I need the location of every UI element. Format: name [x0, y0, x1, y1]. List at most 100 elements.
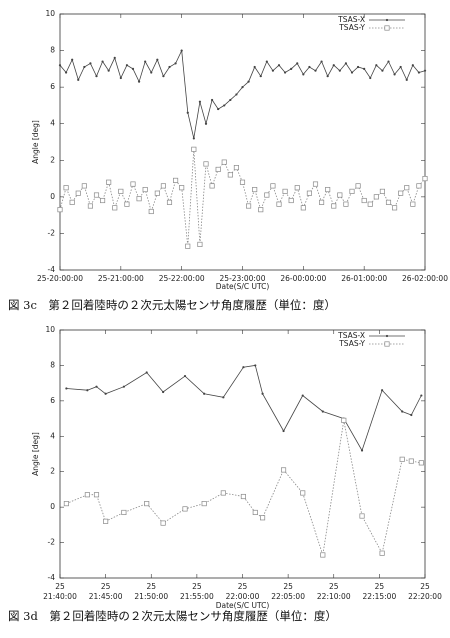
point	[301, 394, 304, 397]
point	[404, 185, 410, 191]
point	[162, 75, 165, 78]
x-tick-label: 25 22:15:00	[363, 582, 397, 601]
point	[235, 93, 238, 96]
point	[122, 385, 125, 388]
y-tick-label: -2	[48, 228, 56, 237]
point	[356, 65, 360, 69]
y-tick-label: 4	[50, 119, 55, 128]
point	[217, 107, 220, 111]
point	[154, 190, 160, 196]
point	[325, 186, 331, 193]
point	[276, 201, 282, 207]
point	[411, 64, 414, 67]
point	[253, 65, 256, 69]
y-axis-label: Angle [deg]	[31, 432, 40, 476]
point	[145, 371, 148, 374]
point	[265, 60, 268, 63]
point	[320, 552, 326, 558]
point	[408, 458, 414, 464]
x-tick-label: 25 21:55:00	[180, 582, 214, 601]
point	[308, 65, 311, 69]
y-tick-label: 10	[45, 325, 55, 334]
point	[185, 243, 191, 249]
y-axis-label: Angle [deg]	[31, 120, 40, 164]
point	[84, 492, 90, 498]
legend-marker	[385, 334, 389, 338]
point	[259, 75, 262, 78]
point	[312, 181, 319, 187]
y-tick-label: 10	[45, 9, 55, 18]
x-tick-label: 25-20:00:00	[37, 274, 83, 283]
point	[64, 71, 68, 74]
point	[71, 58, 74, 61]
point	[416, 183, 422, 189]
point	[359, 513, 365, 519]
point	[343, 201, 349, 207]
point	[331, 203, 337, 209]
series-line	[66, 420, 422, 556]
point	[420, 394, 423, 397]
point	[320, 60, 323, 63]
point	[75, 190, 81, 196]
point	[355, 183, 361, 189]
point	[337, 192, 343, 198]
point	[93, 192, 100, 198]
point	[113, 56, 116, 59]
point	[385, 199, 392, 205]
point	[137, 80, 141, 83]
point	[338, 69, 341, 72]
point	[361, 197, 367, 204]
point	[160, 520, 166, 526]
point	[252, 509, 258, 516]
point	[179, 185, 185, 191]
point	[401, 410, 404, 413]
point	[220, 490, 226, 496]
y-tick-label: 8	[50, 360, 55, 369]
figure-caption: 図 3c 第２回着陸時の２次元太陽センサ角度履歴（単位：度）	[8, 298, 336, 312]
point	[240, 493, 246, 500]
point	[369, 76, 372, 80]
point	[302, 73, 305, 76]
point	[281, 467, 287, 473]
point	[131, 67, 135, 70]
y-tick-label: -4	[48, 265, 56, 274]
point	[87, 203, 93, 209]
point	[393, 73, 396, 76]
x-tick-label: 25 22:20:00	[408, 582, 442, 601]
point	[241, 86, 244, 89]
point	[103, 518, 109, 524]
point	[314, 69, 317, 72]
point	[136, 196, 142, 202]
point	[270, 183, 276, 189]
point	[209, 183, 215, 189]
x-tick-label: 25-22:00:00	[159, 274, 205, 283]
point	[215, 166, 221, 172]
point	[410, 413, 413, 417]
point	[192, 137, 195, 140]
series-line	[59, 149, 426, 247]
point	[381, 69, 384, 72]
point	[399, 456, 405, 462]
point	[319, 199, 325, 205]
point	[373, 194, 379, 200]
point	[423, 69, 427, 72]
x-tick-label: 25 21:45:00	[89, 582, 123, 601]
point	[57, 207, 63, 213]
point	[288, 197, 294, 204]
point	[130, 181, 136, 187]
point	[160, 183, 166, 189]
point	[239, 179, 246, 185]
point	[277, 64, 281, 67]
legend-label: TSAS-Y	[338, 23, 365, 32]
point	[104, 392, 107, 395]
point	[63, 501, 69, 507]
point	[300, 205, 306, 211]
point	[300, 490, 306, 496]
point	[321, 410, 324, 413]
point	[283, 71, 287, 74]
y-tick-label: 0	[50, 502, 55, 511]
point	[204, 122, 208, 125]
legend-label: TSAS-X	[337, 331, 365, 340]
x-tick-label: 26-01:00:00	[341, 274, 387, 283]
